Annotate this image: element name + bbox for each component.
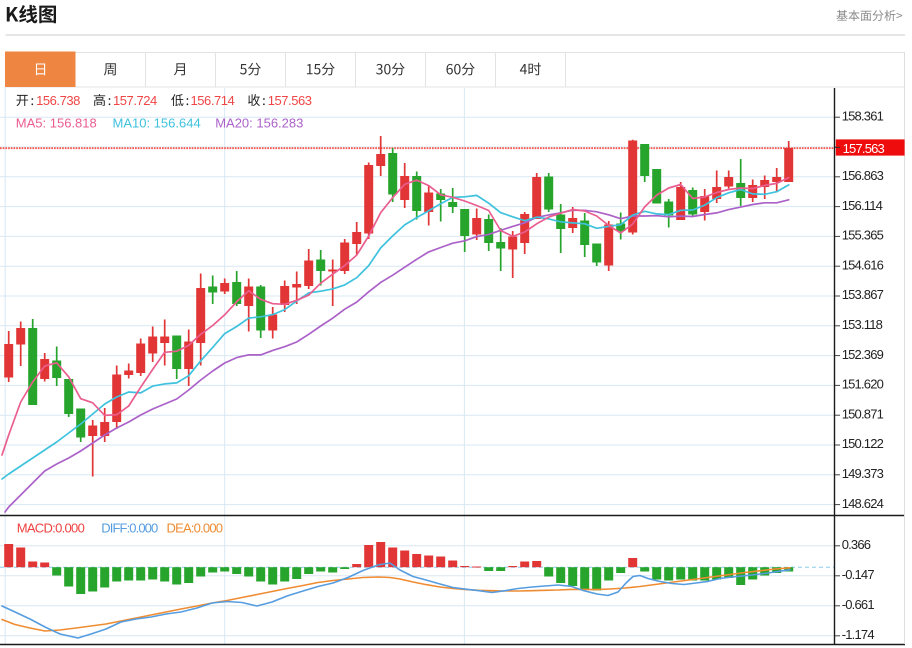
svg-text:157.563: 157.563 bbox=[268, 93, 312, 108]
svg-text:156.863: 156.863 bbox=[842, 168, 884, 183]
svg-text:156.114: 156.114 bbox=[842, 198, 883, 213]
svg-text:150.871: 150.871 bbox=[842, 406, 884, 421]
svg-text:MA10: 156.644: MA10: 156.644 bbox=[113, 116, 201, 131]
svg-text:MA20: 156.283: MA20: 156.283 bbox=[215, 116, 303, 131]
svg-text:158.361: 158.361 bbox=[842, 108, 884, 123]
svg-text:150.122: 150.122 bbox=[842, 436, 884, 451]
svg-text:154.616: 154.616 bbox=[842, 257, 884, 272]
svg-text:157.724: 157.724 bbox=[113, 93, 157, 108]
svg-text:153.867: 153.867 bbox=[842, 287, 884, 302]
svg-text:-0.147: -0.147 bbox=[842, 567, 875, 582]
svg-text:DIFF:0.000: DIFF:0.000 bbox=[101, 521, 158, 536]
svg-text:155.365: 155.365 bbox=[842, 228, 884, 243]
svg-text:149.373: 149.373 bbox=[842, 466, 884, 481]
svg-text:MA5: 156.818: MA5: 156.818 bbox=[16, 116, 97, 131]
svg-text:-0.661: -0.661 bbox=[842, 597, 875, 612]
svg-text:-1.174: -1.174 bbox=[842, 627, 875, 642]
svg-text:156.738: 156.738 bbox=[36, 93, 80, 108]
svg-text:0.366: 0.366 bbox=[842, 537, 871, 552]
svg-text:153.118: 153.118 bbox=[842, 317, 883, 332]
svg-text:152.369: 152.369 bbox=[842, 347, 884, 362]
svg-text:156.714: 156.714 bbox=[191, 93, 235, 108]
svg-text:157.563: 157.563 bbox=[843, 141, 885, 156]
svg-text:148.624: 148.624 bbox=[842, 496, 884, 511]
svg-text:DEA:0.000: DEA:0.000 bbox=[167, 521, 223, 536]
svg-text:MACD:0.000: MACD:0.000 bbox=[17, 521, 85, 536]
svg-text:151.620: 151.620 bbox=[842, 377, 884, 392]
